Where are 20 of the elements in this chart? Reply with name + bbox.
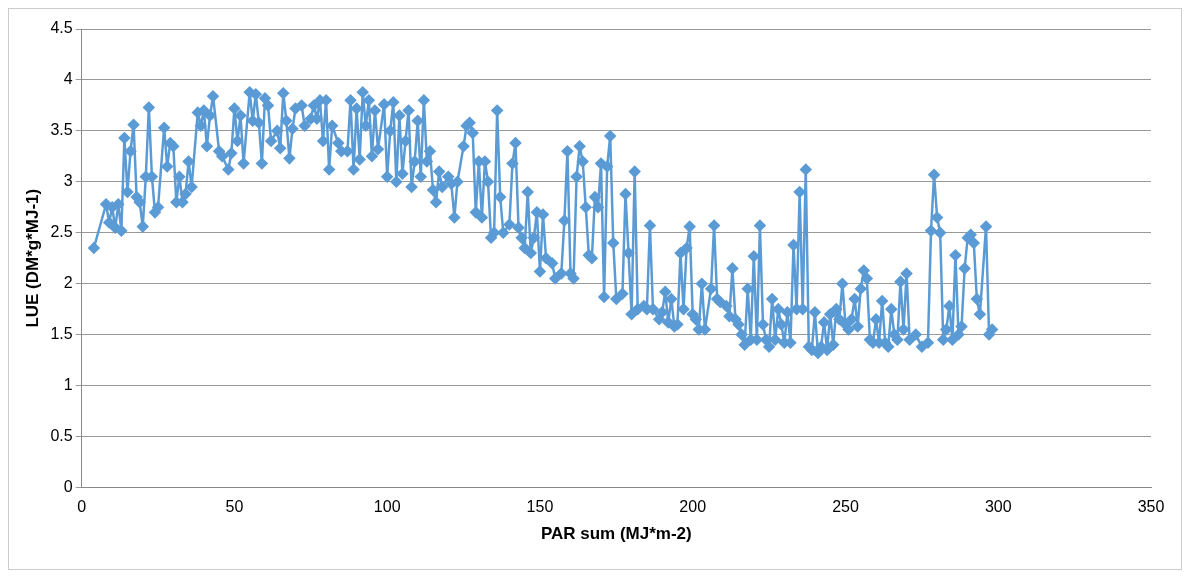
x-tick-label: 50 [225,498,244,516]
y-tick-label: 2 [63,274,73,292]
x-tick-label: 100 [373,498,401,516]
y-tick-label: 4.5 [50,19,73,37]
y-tick-label: 3.5 [50,121,73,139]
x-tick-label: 350 [1137,498,1165,516]
y-axis-title: LUE (DM*g*MJ-1) [22,188,42,328]
y-tick-label: 0.5 [50,426,73,444]
x-tick-label: 200 [679,498,707,516]
x-tick-label: 0 [77,498,87,516]
x-axis-title: PAR sum (MJ*m-2) [540,524,692,544]
x-tick-label: 250 [832,498,859,516]
x-tick-label: 150 [526,498,554,516]
y-tick-label: 0 [63,477,73,495]
y-tick-label: 1 [63,375,73,393]
x-tick-label: 300 [984,498,1012,516]
y-tick-label: 3 [63,172,73,190]
y-tick-label: 4 [63,70,73,88]
y-tick-label: 2.5 [50,223,73,241]
y-tick-label: 1.5 [50,325,73,343]
